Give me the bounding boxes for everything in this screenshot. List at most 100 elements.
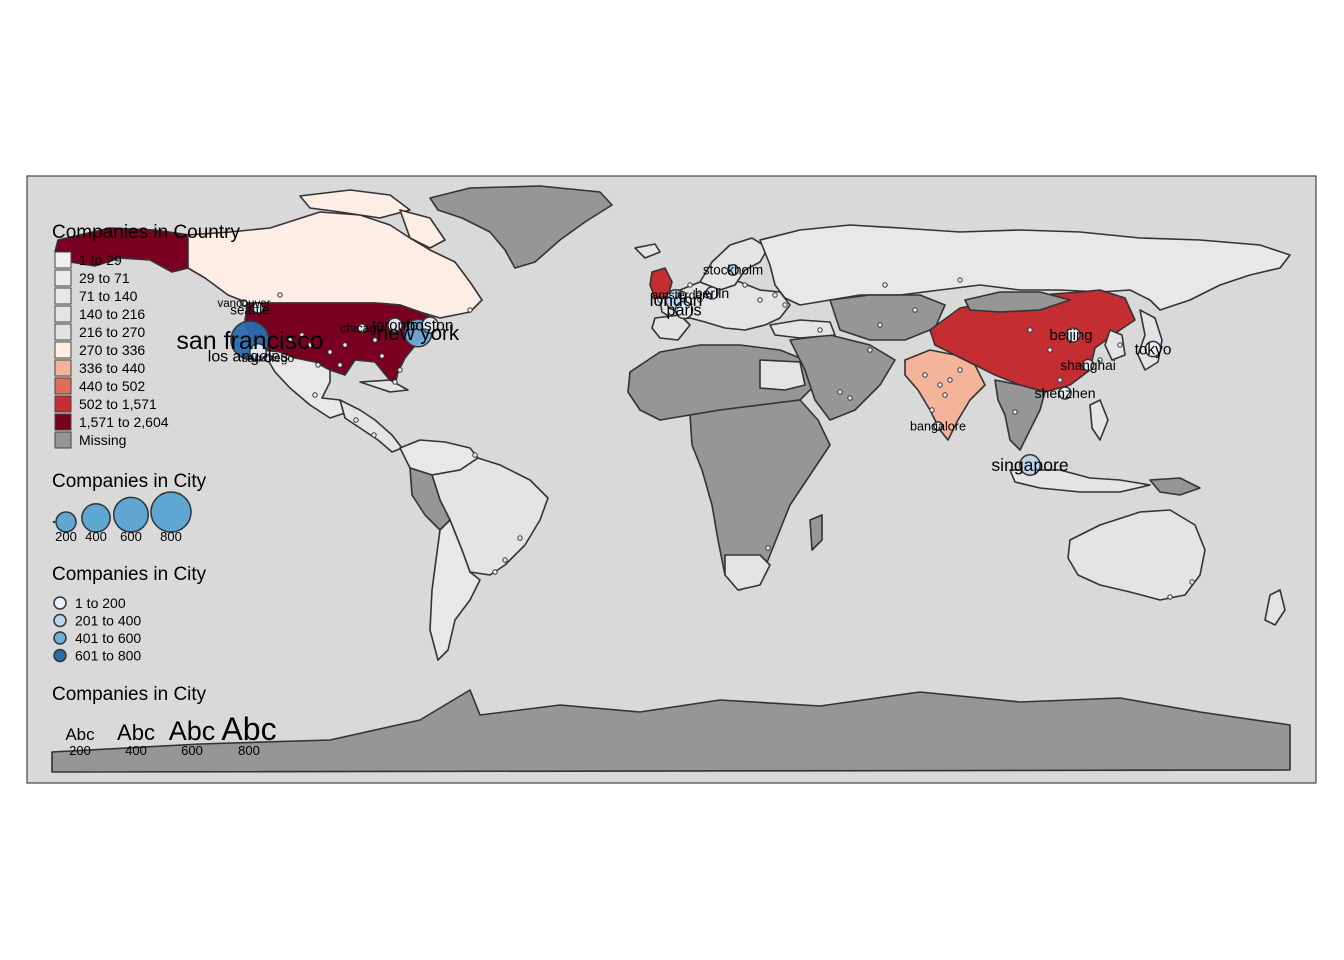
legend-country-swatch bbox=[54, 305, 72, 323]
legend-country-label: 1 to 29 bbox=[79, 252, 122, 268]
city-dot-minor bbox=[307, 342, 313, 348]
legend-city-text-tick: 400 bbox=[125, 743, 147, 758]
city-bubble bbox=[421, 316, 439, 334]
city-bubble bbox=[387, 317, 403, 333]
legend-city-class-label: 201 to 400 bbox=[75, 613, 141, 629]
city-dot-minor bbox=[942, 392, 948, 398]
city-dot-minor bbox=[502, 557, 508, 563]
country-egypt bbox=[759, 359, 806, 391]
city-dot-minor bbox=[371, 432, 377, 438]
legend-city-size: Companies in City 200 400 600 800 bbox=[52, 471, 207, 544]
island-cuba bbox=[359, 379, 409, 393]
region-se-asia bbox=[994, 379, 1046, 451]
city-dot-minor bbox=[372, 337, 378, 343]
legend-country-title: Companies in Country bbox=[52, 222, 240, 243]
city-label: london bbox=[650, 290, 703, 310]
legend-city-size-tick: 600 bbox=[120, 529, 142, 544]
city-bubble bbox=[1065, 327, 1081, 343]
city-label: stockholm bbox=[703, 263, 763, 278]
country-canada bbox=[187, 211, 483, 319]
legend-country-swatch bbox=[54, 269, 72, 287]
city-bubble bbox=[727, 264, 739, 276]
legend-city-text-sample: Abc bbox=[117, 720, 155, 745]
legend-country-label: 336 to 440 bbox=[79, 360, 145, 376]
legend-city-class-label: 601 to 800 bbox=[75, 648, 141, 664]
city-bubble bbox=[677, 290, 687, 300]
city-label: toronto bbox=[372, 318, 418, 334]
city-bubble bbox=[240, 299, 248, 307]
city-label: new york bbox=[377, 322, 460, 345]
city-dot-minor bbox=[337, 362, 343, 368]
legend-country-label: Missing bbox=[79, 432, 126, 448]
city-bubble bbox=[1081, 358, 1095, 372]
region-scandinavia bbox=[699, 237, 769, 291]
city-bubble bbox=[1058, 386, 1072, 400]
legend-country-label: 502 to 1,571 bbox=[79, 396, 157, 412]
legend-city-text-sample: Abc bbox=[169, 716, 216, 746]
legend-country-swatch bbox=[54, 431, 72, 449]
city-dot-minor bbox=[1167, 594, 1173, 600]
legend-city-class-label: 401 to 600 bbox=[75, 630, 141, 646]
legend-city-size-tick: 800 bbox=[160, 529, 182, 544]
country-new-zealand bbox=[1264, 589, 1286, 626]
city-bubble bbox=[263, 353, 273, 363]
city-dot-minor bbox=[1189, 579, 1195, 585]
legend-country-swatch bbox=[54, 413, 72, 431]
region-indonesia bbox=[1009, 469, 1151, 493]
city-dot-minor bbox=[492, 569, 498, 575]
legend-country-swatch bbox=[54, 377, 72, 395]
city-dot-minor bbox=[1047, 347, 1053, 353]
legend-city-text-sample: Abc bbox=[65, 725, 95, 744]
country-iceland bbox=[634, 243, 661, 259]
legend-country-label: 29 to 71 bbox=[79, 270, 130, 286]
city-dot-minor bbox=[379, 353, 385, 359]
island-baffin bbox=[399, 209, 446, 249]
city-dot-minor bbox=[1057, 377, 1063, 383]
city-dot-minor bbox=[937, 382, 943, 388]
city-label: vancouver bbox=[217, 298, 270, 310]
city-dot-minor bbox=[1117, 342, 1123, 348]
island-canada-arctic bbox=[299, 189, 411, 219]
city-dot-minor bbox=[299, 332, 305, 338]
legend-country-swatch bbox=[54, 251, 72, 269]
city-dot-minor bbox=[929, 407, 935, 413]
city-dot-minor bbox=[757, 297, 763, 303]
legend-city-size-tick: 200 bbox=[55, 529, 77, 544]
legend-city-text-title: Companies in City bbox=[52, 684, 207, 705]
city-dot-minor bbox=[882, 282, 888, 288]
city-label: paris bbox=[666, 302, 701, 320]
legend-city-class-swatch bbox=[53, 613, 67, 628]
city-bubble bbox=[705, 286, 719, 300]
legend-country-swatch bbox=[54, 323, 72, 341]
legend-city-text-tick: 600 bbox=[181, 743, 203, 758]
city-dot-minor bbox=[697, 297, 703, 303]
city-label: chicago bbox=[340, 321, 383, 335]
city-dot-minor bbox=[392, 379, 398, 385]
city-dot-minor bbox=[765, 545, 771, 551]
legend-country-swatch bbox=[54, 359, 72, 377]
city-dot-minor bbox=[947, 377, 953, 383]
city-dot-minor bbox=[912, 307, 918, 313]
city-bubble bbox=[252, 302, 264, 314]
country-philippines bbox=[1089, 399, 1109, 441]
city-label: san francisco bbox=[176, 327, 323, 355]
city-dot-minor bbox=[867, 347, 873, 353]
city-dot-minor bbox=[877, 322, 883, 328]
city-dot-minor bbox=[817, 327, 823, 333]
city-label: singapore bbox=[991, 455, 1068, 475]
city-dot-minor bbox=[922, 372, 928, 378]
legend-city-text-sample: Abc bbox=[221, 711, 276, 747]
legend-city-size-bubble bbox=[81, 502, 111, 533]
city-label: amsterdam bbox=[652, 288, 713, 302]
city-dot-minor bbox=[782, 302, 788, 308]
city-bubble bbox=[357, 323, 367, 333]
city-label: bangalore bbox=[910, 419, 966, 433]
legend-country-label: 71 to 140 bbox=[79, 288, 138, 304]
country-korea bbox=[1104, 329, 1126, 361]
legend-country-swatch bbox=[54, 287, 72, 305]
legend-city-text-tick: 800 bbox=[238, 743, 260, 758]
island-madagascar bbox=[809, 514, 823, 551]
country-greenland bbox=[429, 185, 613, 269]
